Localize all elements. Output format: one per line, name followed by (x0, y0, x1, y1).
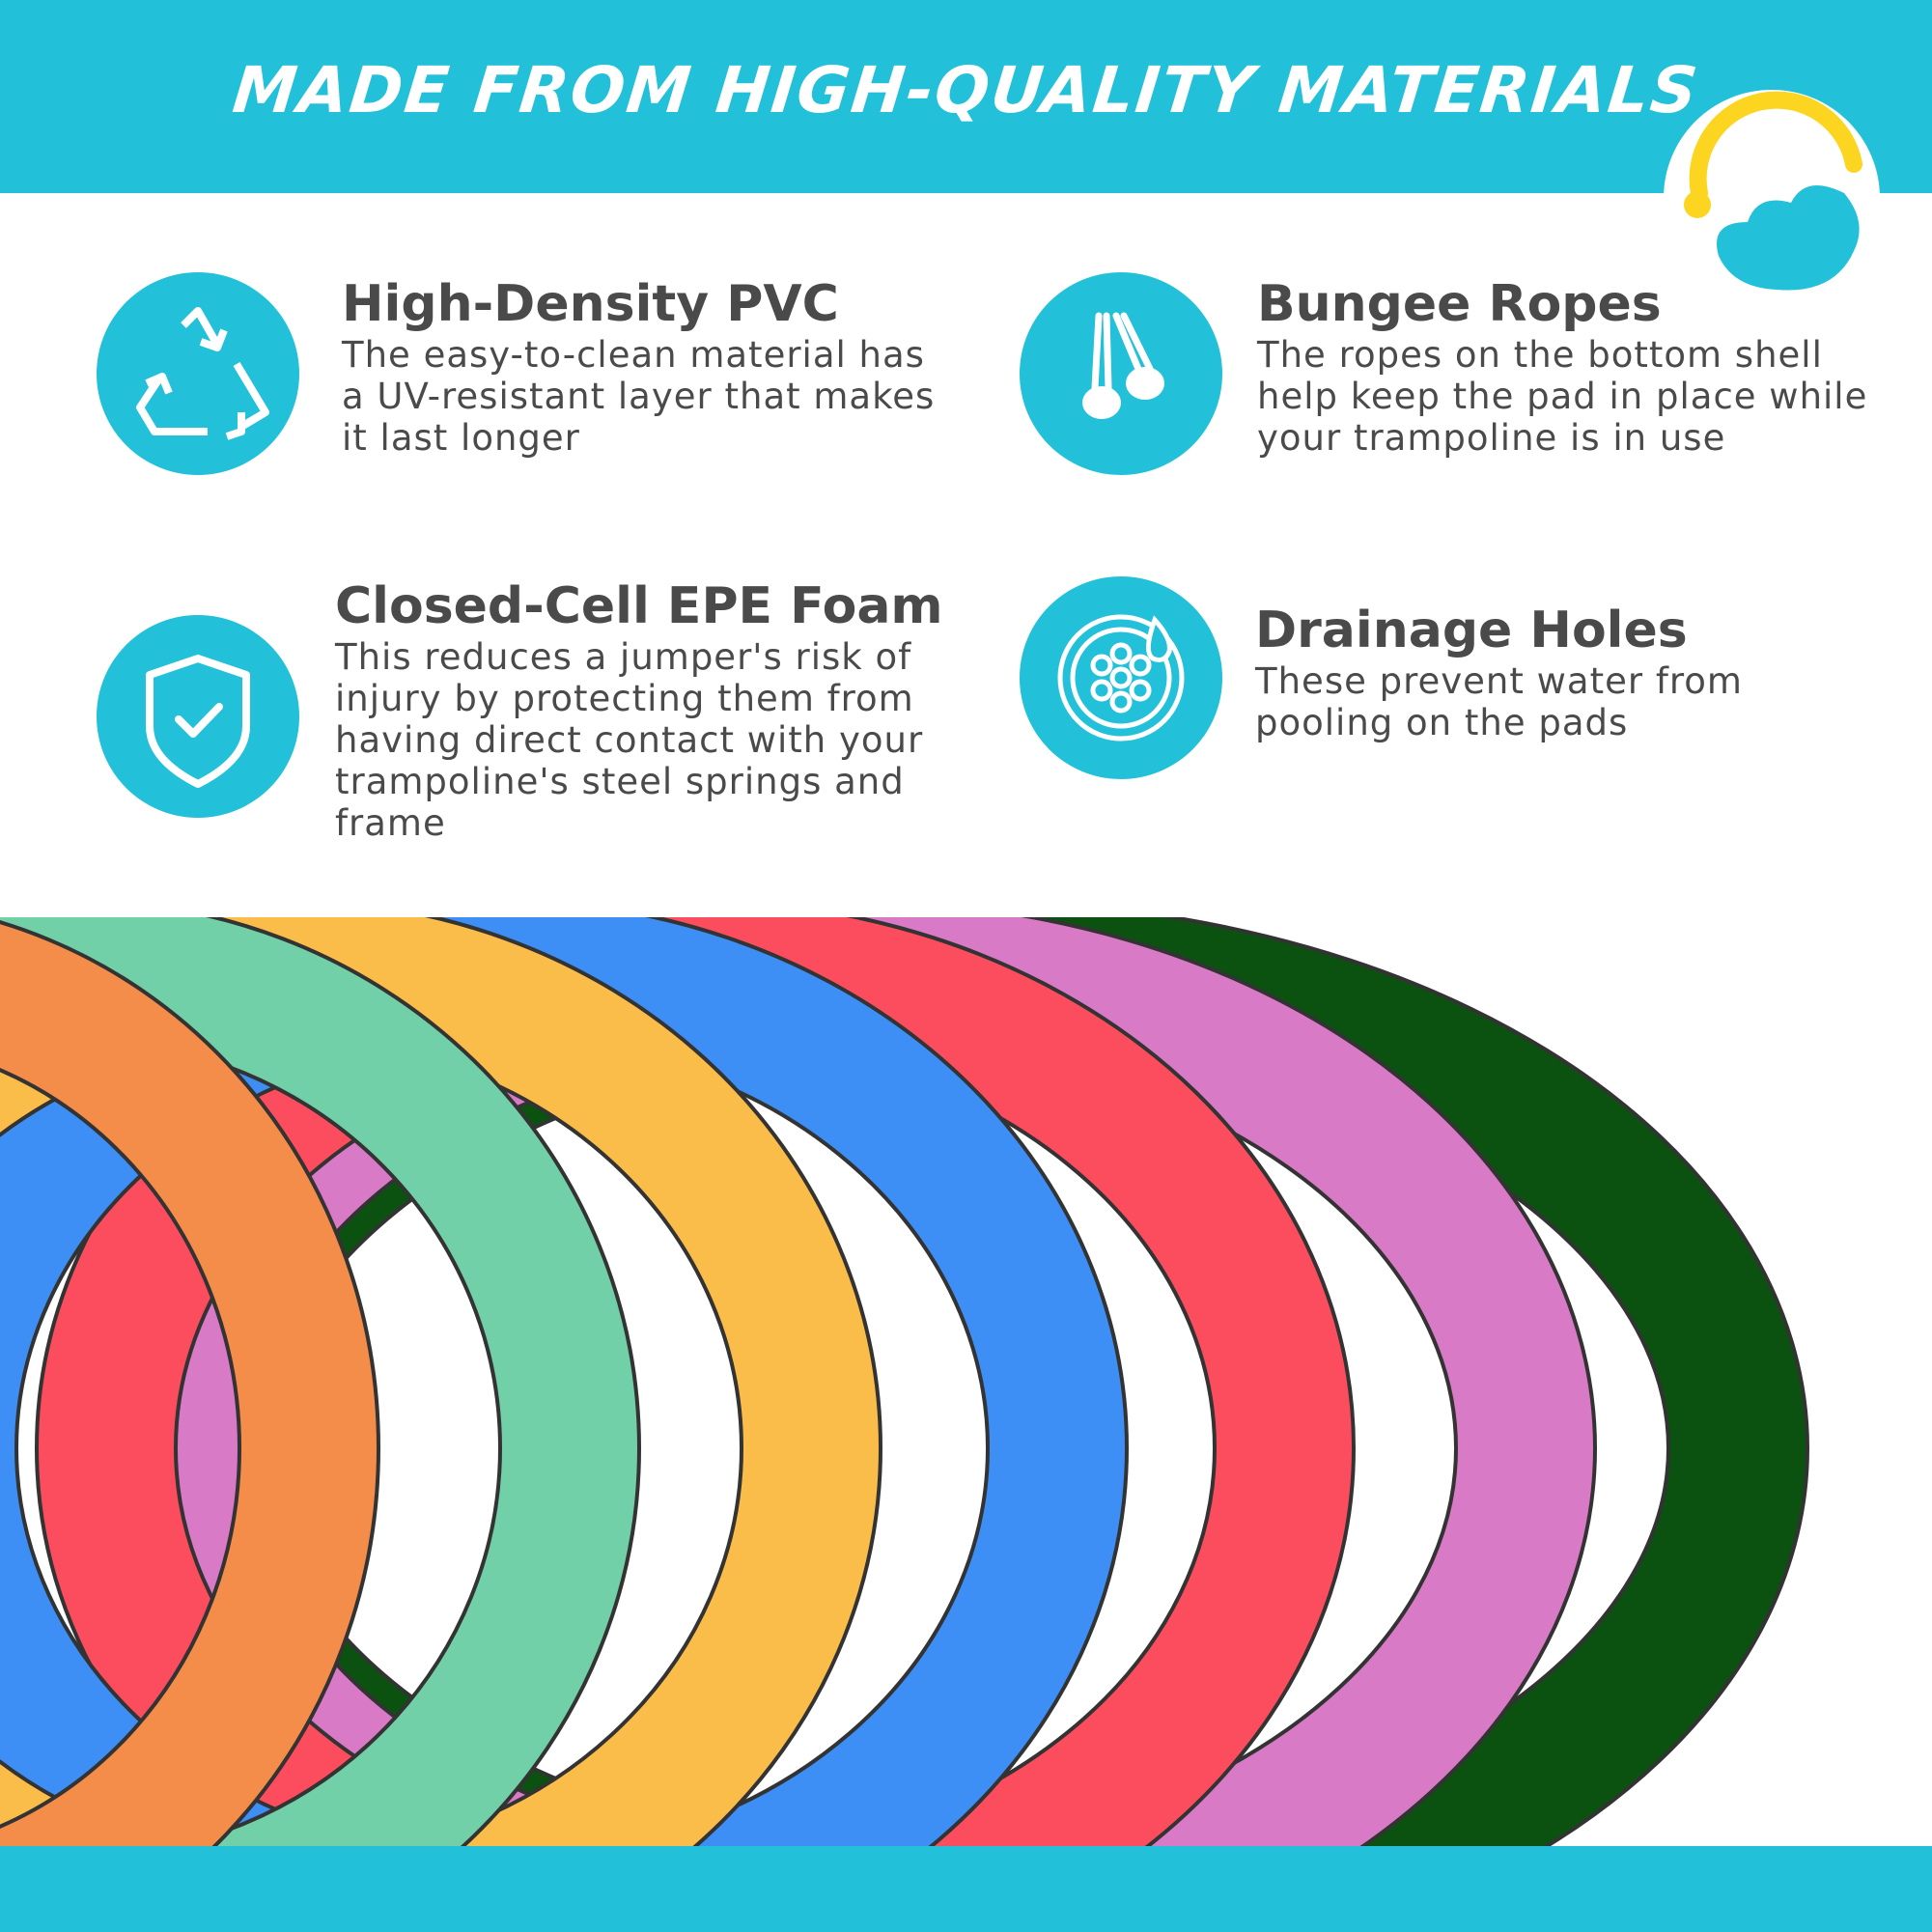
feature-title: Drainage Holes (1255, 602, 1688, 659)
drainage-holes-icon (1020, 576, 1222, 779)
feature-drainage-holes: Drainage Holes These prevent water from … (1255, 601, 1873, 743)
feature-title: High-Density PVC (342, 275, 839, 333)
bungee-rope-icon (1020, 272, 1222, 475)
shield-check-icon (97, 615, 299, 818)
feature-title: Closed-Cell EPE Foam (335, 577, 943, 635)
feature-text: This reduces a jumper's risk of injury b… (335, 636, 924, 844)
feature-closed-cell-foam: Closed-Cell EPE Foam This reduces a jump… (335, 576, 953, 844)
footer-band (0, 1846, 1932, 1932)
brand-logo (1661, 87, 1883, 309)
feature-text: These prevent water from pooling on the … (1255, 660, 1743, 743)
header-band (0, 0, 1932, 193)
feature-text: The easy-to-clean material has a UV-resi… (342, 334, 936, 459)
recycle-icon (97, 272, 299, 475)
feature-high-density-pvc: High-Density PVC The easy-to-clean mater… (342, 274, 960, 459)
trampoline-pad-ring (0, 924, 377, 1846)
feature-bungee-ropes: Bungee Ropes The ropes on the bottom she… (1257, 274, 1875, 459)
feature-title: Bungee Ropes (1257, 275, 1662, 333)
feature-text: The ropes on the bottom shell help keep … (1257, 334, 1868, 459)
